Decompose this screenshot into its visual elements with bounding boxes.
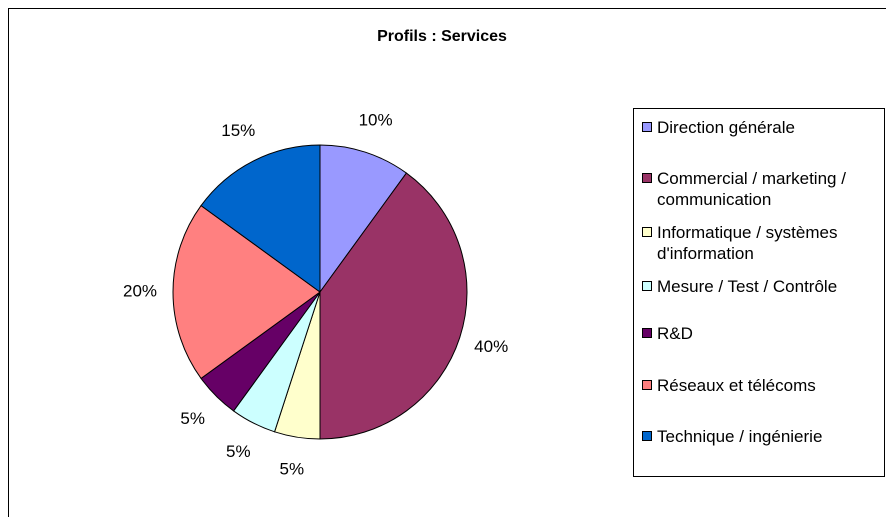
pie-slice [319,144,408,294]
legend-swatch [642,227,652,237]
data-label: 5% [226,442,251,461]
legend-label: Réseaux et télécoms [657,376,816,395]
data-label: 20% [123,281,157,300]
legend-label: Mesure / Test / Contrôle [657,277,838,296]
legend-label: Direction générale [657,118,795,137]
legend-label: Informatique / systèmes d'information [657,223,838,263]
legend-label: R&D [657,324,693,343]
legend-entry: R&D [642,323,886,344]
data-label: 15% [221,121,255,140]
legend-swatch [642,380,652,390]
data-label: 40% [474,337,508,356]
legend-swatch [642,173,652,183]
data-label: 5% [280,459,305,478]
legend-entry: Technique / ingénierie [642,426,886,447]
legend-entry: Direction générale [642,117,886,138]
data-label: 10% [359,110,393,129]
legend-entry: Mesure / Test / Contrôle [642,276,886,297]
pie-slice [319,172,468,440]
legend: Direction générale Commercial / marketing… [633,108,885,477]
chart-border [8,8,886,517]
legend-swatch [642,328,652,338]
legend-entry: Informatique / systèmes d'information [642,222,886,264]
legend-entry: Réseaux et télécoms [642,375,886,396]
chart-title: Profils : Services [377,28,507,45]
legend-label: Commercial / marketing / communication [657,169,846,209]
legend-swatch [642,281,652,291]
legend-label: Technique / ingénierie [657,427,823,446]
pie-slice [200,144,321,293]
legend-swatch [642,431,652,441]
data-label: 5% [180,409,205,428]
legend-swatch [642,122,652,132]
legend-entry: Commercial / marketing / communication [642,168,886,210]
pie-slice [172,204,321,380]
